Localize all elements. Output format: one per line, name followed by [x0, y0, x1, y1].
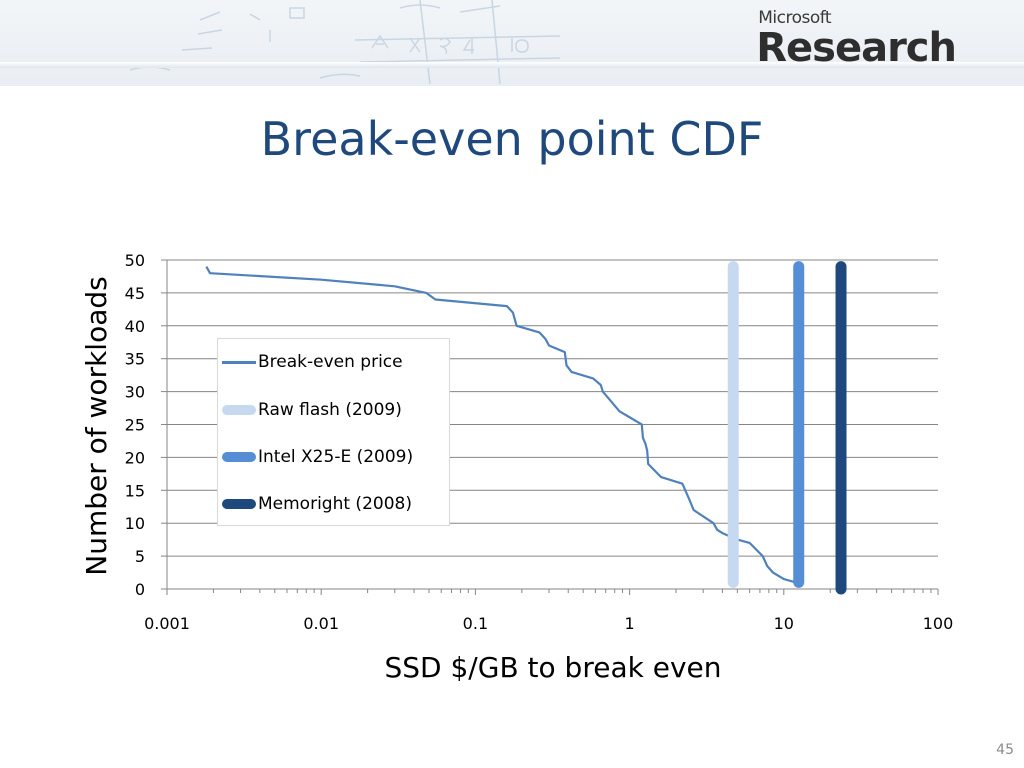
x-tick-label: 0.001 [144, 614, 190, 633]
legend-item: Memoright (2008) [222, 490, 412, 518]
y-tick-label: 20 [125, 448, 145, 467]
legend-item: Intel X25-E (2009) [222, 443, 413, 471]
x-tick-label: 0.01 [303, 614, 339, 633]
legend-swatch [222, 452, 256, 462]
logo-research-text: Research [756, 25, 957, 71]
tick-labels: 0 5 10 15 20 25 30 35 40 45 50 0.001 0.01 0.1 1 10 100 [125, 251, 954, 633]
slide-title: Break-even point CDF [260, 112, 764, 166]
y-tick-label: 15 [125, 481, 145, 500]
legend-label: Raw flash (2009) [258, 400, 402, 420]
legend-swatch [222, 405, 256, 415]
y-tick-label: 25 [125, 416, 145, 435]
x-tick-label: 1 [625, 614, 635, 633]
logo-microsoft-text: Microsoft [758, 8, 832, 28]
y-tick-label: 5 [135, 547, 145, 566]
y-tick-label: 35 [125, 350, 145, 369]
y-tick-label: 45 [125, 284, 145, 303]
x-tick-label: 10 [774, 614, 794, 633]
y-tick-label: 0 [135, 580, 145, 599]
x-axis-title: SSD $/GB to break even [384, 651, 721, 684]
microsoft-research-logo: Microsoft Research [756, 8, 957, 71]
axes [161, 259, 939, 595]
series [205, 261, 847, 595]
legend-label: Break-even price [258, 352, 403, 372]
y-tick-label: 40 [125, 317, 145, 336]
legend-swatch [222, 499, 256, 509]
y-axis-title: Number of workloads [80, 276, 113, 575]
y-tick-label: 50 [125, 251, 145, 270]
whiteboard-background [129, 0, 561, 85]
header-rule [0, 62, 1024, 68]
x-tick-label: 100 [923, 614, 954, 633]
header-band: Microsoft Research [0, 0, 1024, 86]
legend: Break-even price Raw flash (2009) Intel X2… [217, 338, 450, 526]
y-tick-label: 30 [125, 383, 145, 402]
y-tick-label: 10 [125, 514, 145, 533]
x-tick-label: 0.1 [463, 614, 488, 633]
legend-item: Raw flash (2009) [222, 396, 402, 424]
legend-label: Memoright (2008) [258, 494, 412, 514]
legend-swatch [222, 360, 256, 364]
legend-item: Break-even price [222, 348, 403, 376]
slide-number: 45 [996, 742, 1014, 758]
legend-label: Intel X25-E (2009) [258, 447, 414, 467]
